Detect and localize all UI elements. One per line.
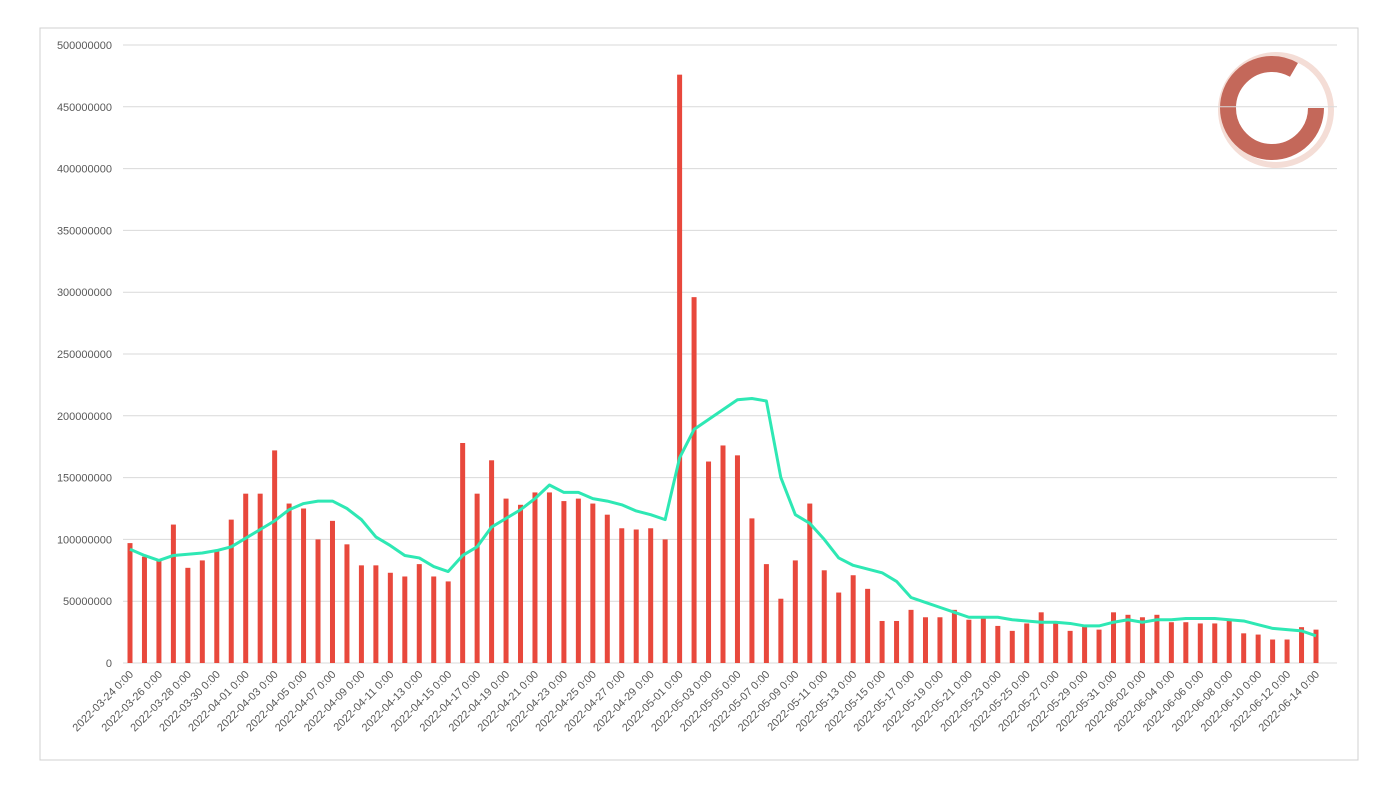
- bar: [1212, 623, 1218, 663]
- bar: [691, 297, 697, 663]
- bar: [170, 524, 176, 663]
- bar: [1125, 614, 1131, 663]
- bar: [778, 598, 784, 663]
- bar: [344, 544, 350, 663]
- bar: [315, 539, 321, 663]
- y-tick-label: 50000000: [63, 596, 112, 608]
- bar: [387, 572, 393, 663]
- y-tick-label: 200000000: [57, 411, 112, 423]
- bar: [373, 565, 379, 663]
- bar: [301, 508, 307, 663]
- bar: [590, 503, 596, 663]
- bar: [865, 588, 871, 663]
- bar: [836, 592, 842, 663]
- y-tick-label: 350000000: [57, 225, 112, 237]
- y-tick-label: 300000000: [57, 287, 112, 299]
- bar: [402, 576, 408, 663]
- bar: [1096, 629, 1102, 663]
- bar: [619, 528, 625, 663]
- y-tick-label: 400000000: [57, 164, 112, 176]
- bar: [995, 625, 1001, 663]
- bar: [1241, 633, 1247, 663]
- bar: [489, 460, 495, 663]
- bar: [648, 528, 654, 663]
- bar: [1299, 627, 1305, 663]
- bar: [937, 617, 943, 663]
- bar: [821, 570, 827, 663]
- bar: [1038, 612, 1044, 663]
- chart-border: [39, 27, 1359, 761]
- bar: [546, 492, 552, 663]
- bar: [1067, 630, 1073, 663]
- bar: [460, 442, 466, 663]
- bar: [532, 492, 538, 663]
- bar: [908, 609, 914, 663]
- bar: [1197, 623, 1203, 663]
- bar: [1139, 617, 1145, 663]
- bar: [792, 560, 798, 663]
- y-tick-label: 150000000: [57, 473, 112, 485]
- y-tick-label: 250000000: [57, 349, 112, 361]
- bar: [214, 550, 220, 663]
- bar: [604, 514, 610, 663]
- bar: [416, 564, 422, 663]
- bar: [243, 493, 249, 663]
- bar: [951, 609, 957, 663]
- bar: [228, 519, 234, 663]
- bar: [1255, 634, 1261, 663]
- bar: [156, 560, 162, 663]
- bar: [503, 498, 509, 663]
- bar: [127, 543, 133, 663]
- bar: [966, 619, 972, 663]
- bar: [561, 501, 567, 663]
- bar: [329, 520, 335, 663]
- bar: [922, 617, 928, 663]
- bar: [734, 455, 740, 663]
- bar: [749, 518, 755, 663]
- bar: [358, 565, 364, 663]
- y-tick-label: 100000000: [57, 534, 112, 546]
- bar: [474, 493, 480, 663]
- bar: [257, 493, 263, 663]
- bar: [850, 575, 856, 663]
- bar: [431, 576, 437, 663]
- bar: [1082, 625, 1088, 663]
- bar: [445, 581, 451, 663]
- bar: [1168, 622, 1174, 663]
- bar: [807, 503, 813, 663]
- bar: [199, 560, 205, 663]
- bar: [1183, 622, 1189, 663]
- bar: [720, 445, 726, 663]
- bar: [662, 539, 668, 663]
- bar: [980, 617, 986, 663]
- y-tick-label: 0: [106, 658, 112, 670]
- bar: [185, 567, 191, 663]
- bar: [272, 450, 278, 663]
- bar: [286, 503, 292, 663]
- bar: [1313, 629, 1319, 663]
- bar: [763, 564, 769, 663]
- bar: [879, 620, 885, 663]
- bar: [1154, 614, 1160, 663]
- line: [129, 396, 1317, 638]
- bar: [1226, 619, 1232, 663]
- bar: [633, 529, 639, 663]
- bar: [1024, 623, 1030, 663]
- bar: [1111, 612, 1117, 663]
- bar: [1053, 622, 1059, 663]
- bar: [677, 74, 683, 663]
- bar: [706, 461, 712, 663]
- bar: [1270, 639, 1276, 663]
- bar: [1284, 639, 1290, 663]
- bar: [894, 620, 900, 663]
- bar: [518, 504, 524, 663]
- logo: [1218, 52, 1334, 168]
- logo-stroke: [1220, 56, 1324, 160]
- y-tick-label: 500000000: [57, 40, 112, 52]
- bar: [575, 498, 581, 663]
- bar: [1009, 630, 1015, 663]
- bar: [141, 556, 147, 663]
- y-tick-label: 450000000: [57, 102, 112, 114]
